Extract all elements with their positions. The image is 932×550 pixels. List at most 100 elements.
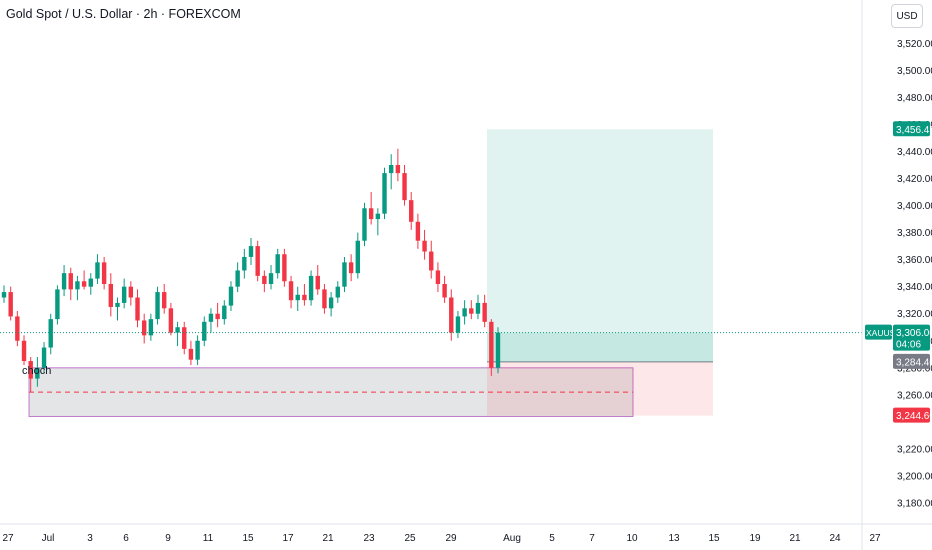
chart-overlays: choch [0,332,862,377]
candle-body [61,273,67,290]
time-tick-label: 21 [322,533,334,544]
price-tag-box [893,353,930,369]
candle [442,275,447,303]
time-tick-label: 7 [589,533,595,544]
price-tick-label: 3,520.00 [897,39,932,50]
candle [469,300,474,320]
candle-body [175,327,180,333]
candle [335,281,340,303]
candle-body [275,254,280,274]
candle [368,192,374,225]
price-tick-label: 3,260.00 [897,390,932,401]
candle [101,256,107,290]
candle-body [308,275,314,301]
candle-body [435,270,441,284]
candle [235,262,240,293]
candle [409,192,414,230]
time-tick-label: 13 [668,533,680,544]
candle-body [155,292,160,320]
candle [88,273,93,295]
candle-body [75,281,80,290]
price-tick-label: 3,360.00 [897,255,932,266]
time-tick-label: 23 [363,533,375,544]
candles [1,148,501,393]
candle [268,265,274,290]
candle [302,283,307,306]
time-tick-label: 11 [203,533,214,544]
candle-body [422,240,427,252]
candle [182,321,187,355]
candle-body [148,319,154,336]
candle-body [182,327,187,349]
candle-body [482,302,487,322]
time-tick-label: 27 [869,533,881,544]
candle-body [21,340,27,362]
candle-body [328,297,334,309]
candle-body [248,246,254,257]
price-tick-label: 3,340.00 [897,282,932,293]
price-tag-box [893,121,930,137]
candle-body [322,289,327,309]
candle-body [449,297,454,333]
candle-body [469,308,474,314]
price-tick-label: 3,500.00 [897,66,932,77]
candle-body [28,361,33,379]
time-tick-label: 15 [242,533,254,544]
candle [35,356,40,387]
candle [422,229,427,260]
time-tick-label: 27 [2,533,14,544]
candle-body [195,340,200,360]
time-tick-label: 19 [749,533,761,544]
candle [168,302,174,336]
candle [455,311,461,339]
candle [362,202,367,247]
candle-body [388,165,394,174]
candle [482,294,487,328]
candle-body [368,208,374,220]
candle [375,208,381,236]
candle-body [415,221,421,241]
currency-selector[interactable]: USD [891,4,923,28]
candle-body [202,321,207,341]
candle-body [495,332,501,368]
candle [342,256,347,293]
price-tick-label: 3,400.00 [897,201,932,212]
symbol-tag-label: XAUUSD [866,328,901,338]
time-tick-label: Aug [503,533,521,544]
candle-body [335,286,340,298]
price-tick-label: 3,440.00 [897,147,932,158]
time-tick-label: 6 [123,533,129,544]
candle [121,278,127,309]
candle [108,273,114,317]
price-tag-value: 3,456.43 [896,125,932,136]
candle-body [188,348,194,360]
price-tick-label: 3,320.00 [897,309,932,320]
candle-body [489,321,494,368]
candle-body [101,262,107,284]
candle-body [228,286,234,306]
candle [322,283,327,314]
time-axis: 27 Jul 3 6 9 11 15 17 21 23 25 29 Aug 5 7 10 13 15 19 21 24 2… [0,523,932,544]
candle [429,240,434,279]
symbol-tag-box [865,324,892,340]
candle-body [409,200,414,222]
candle [61,265,67,297]
candle-body [395,165,401,174]
time-tick-label: 10 [626,533,638,544]
stop-loss-zone [487,361,713,416]
price-axis: 3,180.003,200.003,220.003,260.003,280.00… [861,0,932,550]
candle-body [208,313,214,322]
candle-body [242,256,247,271]
candle [295,286,300,312]
chart-title: Gold Spot / U.S. Dollar · 2h · FOREXCOM [6,7,241,21]
candle [415,213,421,249]
candle [435,262,441,293]
candle-body [429,251,434,271]
candle-body [295,294,300,301]
time-tick-label: 29 [445,533,457,544]
candle-body [362,208,367,241]
candle [308,270,314,306]
current-price-box [893,324,930,351]
choch-label: choch [22,365,51,377]
